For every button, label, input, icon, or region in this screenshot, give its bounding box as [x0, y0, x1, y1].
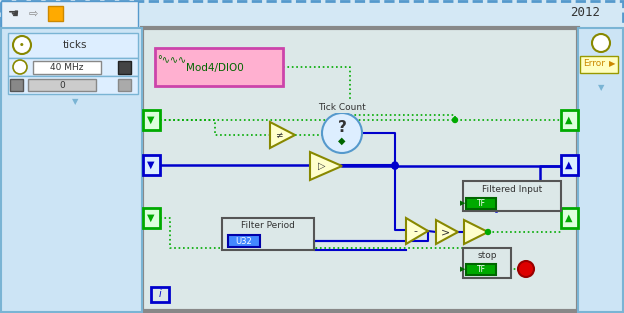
Bar	[222, 218, 314, 250]
Circle shape	[13, 36, 31, 54]
Text: ▼: ▼	[147, 160, 155, 170]
Bar	[48, 6, 63, 21]
Text: ▷: ▷	[318, 161, 326, 171]
Circle shape	[392, 162, 398, 168]
Text: ▼: ▼	[147, 213, 155, 223]
Text: -: -	[413, 226, 417, 236]
Bar	[8, 58, 138, 76]
Bar	[463, 248, 511, 278]
Bar	[143, 208, 160, 228]
Bar	[10, 79, 23, 91]
Bar	[561, 110, 578, 130]
Polygon shape	[310, 152, 342, 180]
Text: ≠: ≠	[275, 131, 283, 140]
Bar	[151, 287, 169, 302]
Circle shape	[13, 60, 27, 74]
Text: °∿∿∿: °∿∿∿	[157, 55, 187, 65]
Bar	[28, 79, 96, 91]
Text: ●: ●	[20, 43, 24, 47]
Text: TF: TF	[477, 198, 485, 208]
Circle shape	[392, 163, 398, 169]
Bar	[228, 235, 260, 247]
Circle shape	[392, 163, 398, 169]
Text: Tick Count: Tick Count	[318, 102, 366, 111]
Bar	[118, 61, 131, 74]
Text: U32: U32	[236, 237, 252, 245]
Bar	[466, 264, 496, 275]
Circle shape	[518, 261, 534, 277]
Bar	[466, 198, 496, 209]
Text: ☚: ☚	[8, 8, 19, 20]
Bar	[142, 28, 578, 311]
Circle shape	[452, 117, 457, 122]
Text: ⇨: ⇨	[28, 9, 37, 19]
Bar	[561, 208, 578, 228]
Text: ▲: ▲	[565, 160, 573, 170]
Bar	[33, 61, 101, 74]
Bar	[8, 33, 138, 58]
Circle shape	[485, 229, 490, 234]
Text: ▼: ▼	[598, 84, 604, 93]
Bar	[578, 28, 623, 312]
Bar	[118, 79, 131, 91]
Bar	[463, 181, 561, 211]
Bar	[1, 1, 138, 28]
Polygon shape	[464, 220, 488, 244]
Text: ▶: ▶	[609, 59, 615, 69]
Text: 2012: 2012	[570, 7, 600, 19]
Text: i: i	[158, 289, 162, 299]
Text: 0: 0	[59, 80, 65, 90]
Text: ▶: ▶	[461, 266, 466, 272]
Text: ▶: ▶	[461, 200, 466, 206]
Bar	[143, 110, 160, 130]
Text: ▼: ▼	[72, 98, 78, 106]
Polygon shape	[270, 122, 295, 148]
Polygon shape	[406, 218, 428, 244]
Bar	[155, 48, 283, 86]
Bar	[8, 76, 138, 94]
Polygon shape	[436, 220, 458, 244]
Bar	[561, 155, 578, 175]
Text: ▲: ▲	[565, 115, 573, 125]
Bar	[143, 155, 160, 175]
Bar	[1, 28, 142, 312]
Text: Filter Period: Filter Period	[241, 222, 295, 230]
Text: stop: stop	[477, 252, 497, 260]
Text: 40 MHz: 40 MHz	[51, 63, 84, 71]
Text: ticks: ticks	[63, 40, 87, 50]
Circle shape	[322, 113, 362, 153]
Text: TF: TF	[477, 264, 485, 274]
Text: ▼: ▼	[147, 115, 155, 125]
Text: >: >	[441, 227, 450, 237]
Text: Mod4/DIO0: Mod4/DIO0	[186, 63, 244, 73]
Text: Filtered Input: Filtered Input	[482, 186, 542, 194]
Text: Error: Error	[583, 59, 605, 69]
Bar	[580, 56, 618, 73]
Text: ▲: ▲	[565, 213, 573, 223]
Circle shape	[592, 34, 610, 52]
Text: ?: ?	[338, 121, 346, 136]
Text: ◆: ◆	[338, 136, 346, 146]
